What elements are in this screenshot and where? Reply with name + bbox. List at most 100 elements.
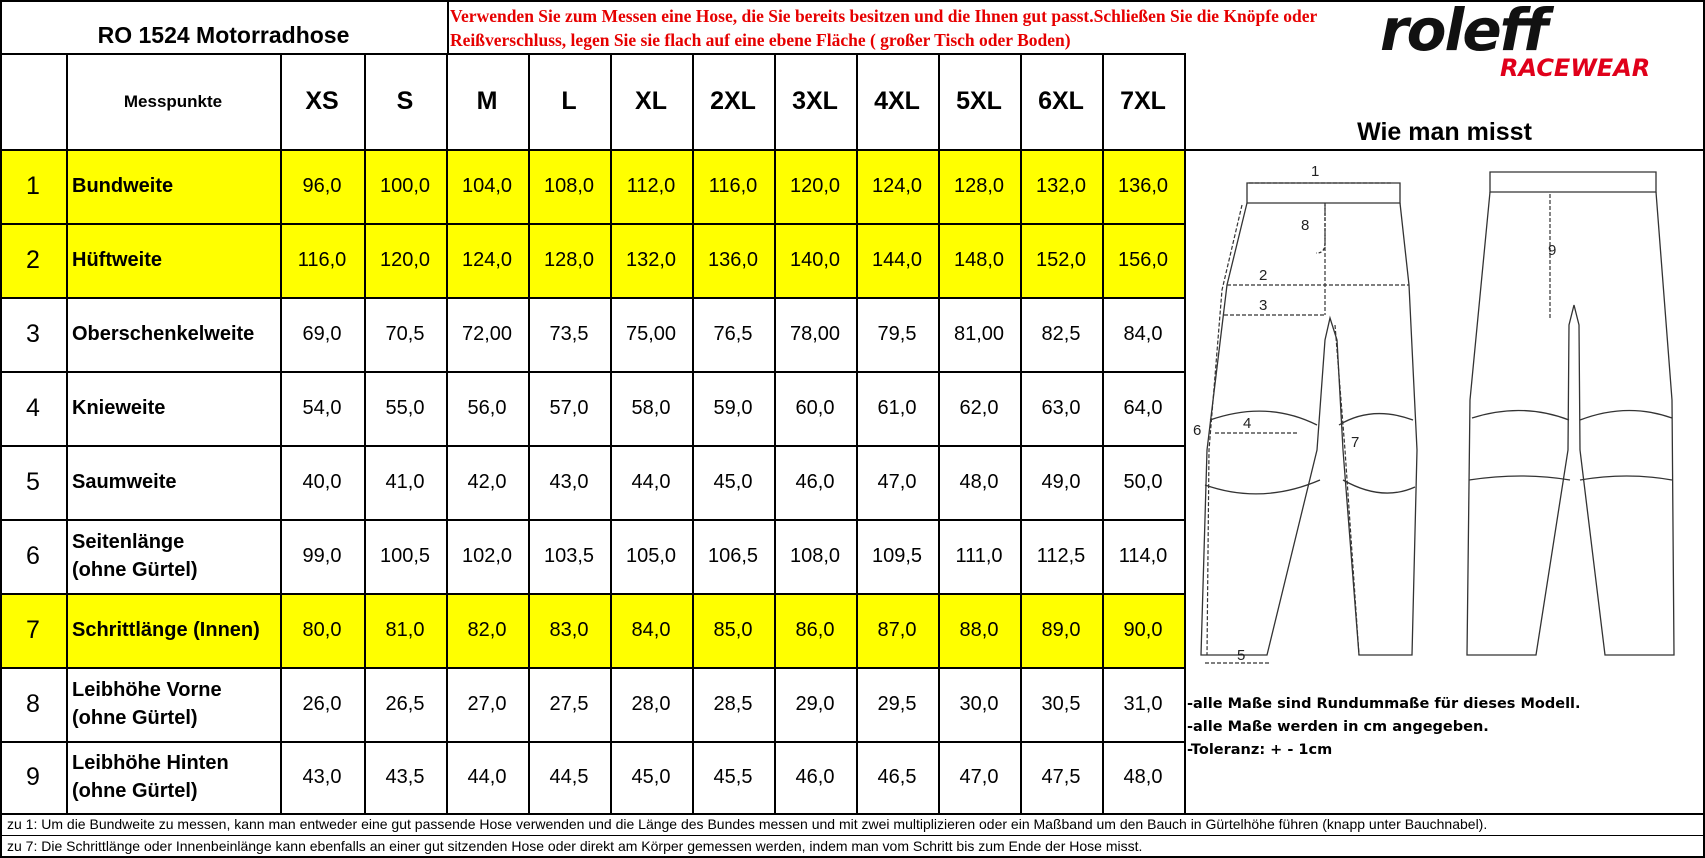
row-label: Hüftweite: [72, 249, 162, 271]
value-cell: 136,0: [1117, 174, 1169, 197]
value-cell: 55,0: [385, 396, 425, 419]
grid-line: [0, 445, 1184, 447]
footnote-7: zu 7: Die Schrittlänge oder Innenbeinlän…: [7, 838, 1143, 854]
value-cell: 116,0: [297, 248, 347, 271]
row-number: 1: [26, 171, 40, 200]
row-label: Leibhöhe Vorne (ohne Gürtel): [72, 679, 222, 729]
value-cell: 100,5: [379, 544, 431, 567]
row-number: 2: [26, 245, 40, 274]
value-cell: 82,0: [467, 618, 507, 641]
row-number: 9: [26, 762, 40, 791]
value-cell: 43,0: [302, 765, 342, 788]
value-cell: 30,0: [959, 692, 999, 715]
grid-line: [364, 53, 366, 813]
logo-subline: RACEWEAR: [1500, 54, 1650, 80]
grid-line: [1102, 53, 1104, 813]
grid-line: [0, 667, 1184, 669]
value-cell: 108,0: [789, 544, 841, 567]
row-number: 7: [26, 615, 40, 644]
value-cell: 81,00: [953, 322, 1005, 345]
value-cell: 84,0: [631, 618, 671, 641]
value-cell: 28,0: [631, 692, 671, 715]
value-cell: 89,0: [1041, 618, 1081, 641]
grid-line: [1184, 53, 1186, 813]
row-number: 6: [26, 541, 40, 570]
value-cell: 69,0: [302, 322, 342, 345]
size-header-xs: XS: [305, 86, 339, 115]
value-cell: 85,0: [713, 618, 753, 641]
row-number: 5: [26, 467, 40, 496]
row-label: Seitenlänge (ohne Gürtel): [72, 531, 198, 581]
value-cell: 76,5: [713, 322, 753, 345]
value-cell: 128,0: [543, 248, 595, 271]
grid-line: [0, 813, 1705, 815]
value-cell: 40,0: [302, 470, 342, 493]
chart-title: RO 1524 Motorradhose: [97, 22, 350, 48]
value-cell: 114,0: [1118, 544, 1168, 567]
row-label: Leibhöhe Hinten (ohne Gürtel): [72, 752, 229, 802]
size-header-s: S: [396, 86, 414, 115]
value-cell: 70,5: [385, 322, 425, 345]
size-header-7xl: 7XL: [1120, 86, 1166, 115]
value-cell: 148,0: [953, 248, 1005, 271]
value-cell: 27,0: [467, 692, 507, 715]
grid-line: [610, 53, 612, 813]
grid-line: [774, 53, 776, 813]
row-highlight: [0, 593, 1184, 667]
value-cell: 30,5: [1041, 692, 1081, 715]
grid-line: [1020, 53, 1022, 813]
value-cell: 28,5: [713, 692, 753, 715]
note-line: -Toleranz: + - 1cm: [1187, 742, 1333, 758]
value-cell: 112,5: [1036, 544, 1086, 567]
grid-line: [0, 149, 1184, 151]
row-number: 4: [26, 393, 40, 422]
row-label: Bundweite: [72, 175, 174, 197]
grid-line: [0, 0, 2, 858]
value-cell: 144,0: [871, 248, 923, 271]
grid-line: [447, 0, 449, 53]
front-pants-outline: [1200, 182, 1418, 656]
note-line: -alle Maße werden in cm angegeben.: [1187, 719, 1489, 735]
value-cell: 57,0: [549, 396, 589, 419]
value-cell: 140,0: [789, 248, 841, 271]
value-cell: 44,5: [549, 765, 589, 788]
grid-line: [446, 53, 448, 813]
size-header-3xl: 3XL: [792, 86, 838, 115]
value-cell: 48,0: [1123, 765, 1163, 788]
grid-line: [938, 53, 940, 813]
grid-line: [0, 519, 1184, 521]
value-cell: 27,5: [549, 692, 589, 715]
value-cell: 61,0: [877, 396, 917, 419]
value-cell: 102,0: [461, 544, 513, 567]
value-cell: 88,0: [959, 618, 999, 641]
how-to-measure-title: Wie man misst: [1357, 117, 1532, 146]
row-highlight: [0, 149, 1184, 223]
value-cell: 124,0: [461, 248, 513, 271]
value-cell: 31,0: [1123, 692, 1163, 715]
diagram-label-5: 5: [1237, 647, 1245, 664]
size-header-m: M: [476, 86, 498, 115]
size-header-xl: XL: [635, 86, 667, 115]
value-cell: 87,0: [877, 618, 917, 641]
grid-line: [856, 53, 858, 813]
value-cell: 99,0: [302, 544, 342, 567]
value-cell: 29,5: [877, 692, 917, 715]
grid-line: [0, 0, 1705, 2]
value-cell: 49,0: [1041, 470, 1081, 493]
grid-line: [0, 741, 1184, 743]
value-cell: 48,0: [959, 470, 999, 493]
value-cell: 73,5: [549, 322, 589, 345]
value-cell: 109,5: [871, 544, 923, 567]
value-cell: 120,0: [789, 174, 841, 197]
row-label: Saumweite: [72, 471, 177, 493]
value-cell: 26,0: [302, 692, 342, 715]
value-cell: 78,00: [789, 322, 841, 345]
value-cell: 44,0: [467, 765, 507, 788]
value-cell: 47,0: [959, 765, 999, 788]
grid-line: [0, 371, 1184, 373]
notes-block: -alle Maße sind Rundummaße für dieses Mo…: [1187, 693, 1697, 762]
value-cell: 81,0: [385, 618, 425, 641]
value-cell: 128,0: [953, 174, 1005, 197]
value-cell: 46,0: [795, 470, 835, 493]
